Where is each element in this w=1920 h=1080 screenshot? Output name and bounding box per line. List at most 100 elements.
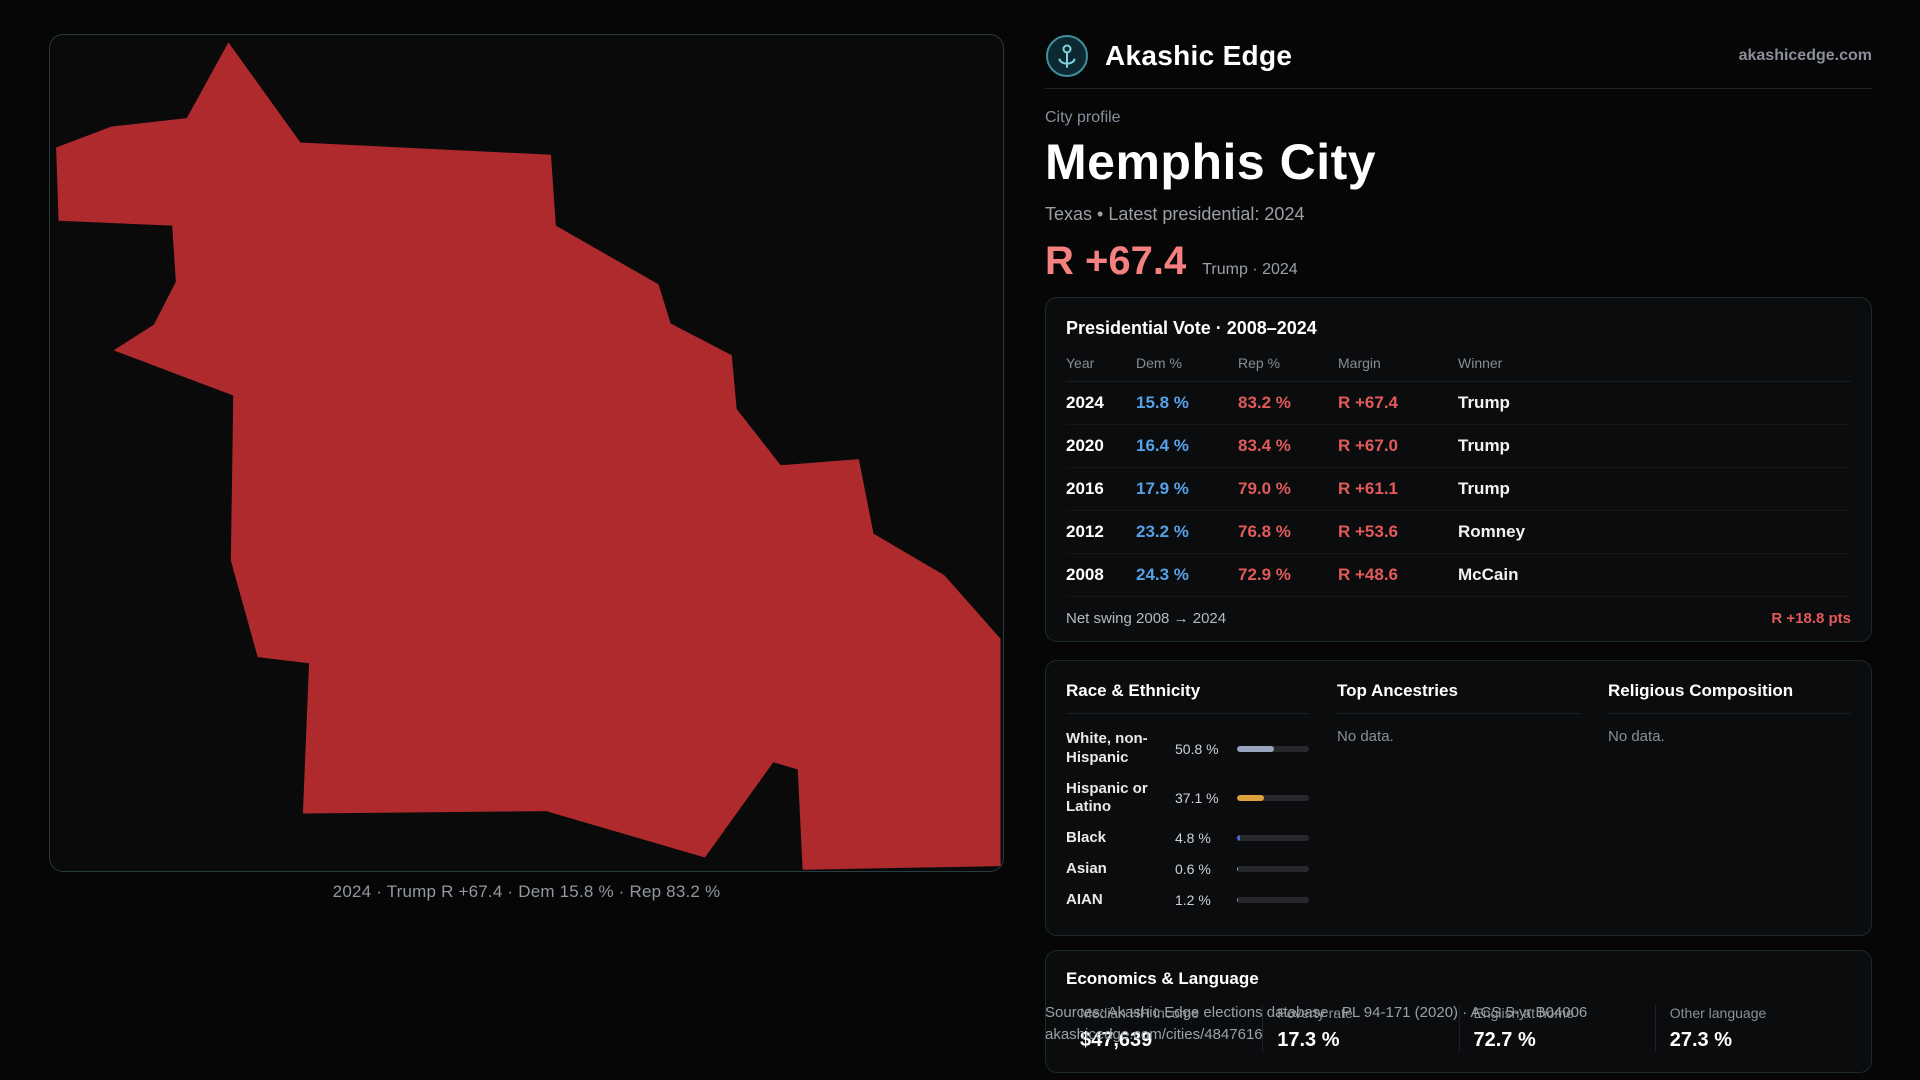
stat-value: 17.3 % [1277, 1029, 1340, 1052]
economics-stats: Median HH income $47,639 Poverty rate 17… [1066, 1005, 1851, 1053]
vote-table-row: 2016 17.9 % 79.0 % R +61.1 Trump [1066, 468, 1851, 511]
race-value: 1.2 % [1175, 891, 1211, 908]
page-title: Memphis City [1045, 134, 1377, 190]
race-label: Black [1066, 829, 1107, 846]
net-swing-value: R +18.8 pts [1771, 610, 1851, 627]
vote-year: 2012 [1066, 522, 1104, 541]
vote-margin: R +67.4 [1338, 393, 1399, 412]
vote-table-row: 2012 23.2 % 76.8 % R +53.6 Romney [1066, 511, 1851, 554]
profile-panel: Akashic Edge akashicedge.com City profil… [1045, 0, 1872, 1074]
vote-margin: R +61.1 [1338, 479, 1399, 498]
brand-header: Akashic Edge akashicedge.com [1045, 0, 1872, 89]
presidential-vote-card: Presidential Vote · 2008–2024 Year Dem %… [1045, 297, 1872, 642]
race-label: White, non-Hispanic [1066, 730, 1148, 766]
col-margin: Margin [1338, 355, 1381, 371]
race-bar [1237, 835, 1309, 842]
vote-winner: Trump [1458, 479, 1510, 498]
race-value: 50.8 % [1175, 740, 1219, 757]
page-subtitle: Texas • Latest presidential: 2024 [1045, 204, 1305, 224]
vote-rep-pct: 76.8 % [1238, 522, 1291, 541]
headline-margin-block: R +67.4 Trump · 2024 [1045, 239, 1872, 283]
brand-domain-link[interactable]: akashicedge.com [1738, 47, 1872, 64]
vote-rep-pct: 83.4 % [1238, 436, 1291, 455]
col-rep: Rep % [1238, 355, 1281, 371]
vote-winner: Trump [1458, 393, 1510, 412]
race-row: White, non-Hispanic 50.8 % [1066, 724, 1309, 774]
vote-table-row: 2020 16.4 % 83.4 % R +67.0 Trump [1066, 425, 1851, 468]
vote-margin: R +48.6 [1338, 565, 1399, 584]
stat-value: 72.7 % [1473, 1029, 1536, 1052]
race-row: Black 4.8 % [1066, 823, 1309, 854]
vote-year: 2008 [1066, 565, 1104, 584]
vote-dem-pct: 23.2 % [1136, 522, 1189, 541]
page-kicker: City profile [1045, 109, 1121, 126]
vote-year: 2024 [1066, 393, 1104, 412]
col-year: Year [1066, 355, 1095, 371]
race-row: AIAN 1.2 % [1066, 885, 1309, 916]
vote-dem-pct: 24.3 % [1136, 565, 1189, 584]
col-dem: Dem % [1136, 355, 1182, 371]
race-ethnicity-column: Race & Ethnicity White, non-Hispanic 50.… [1066, 681, 1309, 915]
map-caption: 2024 · Trump R +67.4 · Dem 15.8 % · Rep … [332, 882, 721, 901]
stat-label: Other language [1669, 1005, 1767, 1022]
vote-table-row: 2024 15.8 % 83.2 % R +67.4 Trump [1066, 382, 1851, 425]
stat-value: 27.3 % [1669, 1029, 1733, 1052]
brand-name: Akashic Edge [1105, 40, 1293, 71]
race-value: 37.1 % [1175, 790, 1219, 807]
race-bar-fill [1237, 745, 1274, 752]
stat-label: English at home [1473, 1005, 1574, 1022]
stat-label: Poverty rate [1277, 1005, 1353, 1022]
city-map [56, 42, 1001, 870]
vote-table-header: Year Dem % Rep % Margin Winner [1066, 355, 1851, 382]
race-bar [1237, 896, 1309, 903]
vote-rep-pct: 72.9 % [1238, 565, 1291, 584]
top-ancestries-empty: No data. [1337, 728, 1394, 745]
vote-year: 2016 [1066, 479, 1104, 498]
col-winner: Winner [1458, 355, 1503, 371]
demographics-card: Race & Ethnicity White, non-Hispanic 50.… [1045, 660, 1872, 937]
city-boundary-shape [56, 42, 1001, 870]
race-bar-fill [1237, 795, 1264, 802]
sources-footer: Sources: Akashic Edge elections database… [1045, 1002, 1587, 1046]
stat-median-hh-income: Median HH income $47,639 [1066, 1005, 1262, 1052]
race-ethnicity-title: Race & Ethnicity [1066, 681, 1309, 714]
vote-rep-pct: 79.0 % [1238, 479, 1291, 498]
stat-value: $47,639 [1080, 1029, 1153, 1052]
vote-margin: R +53.6 [1338, 522, 1399, 541]
race-value: 4.8 % [1175, 830, 1211, 847]
vote-winner: Romney [1458, 522, 1526, 541]
race-bar [1237, 795, 1309, 802]
net-swing-row: Net swing 2008 → 2024 R +18.8 pts [1066, 597, 1851, 627]
vote-dem-pct: 16.4 % [1136, 436, 1189, 455]
race-bar [1237, 745, 1309, 752]
top-ancestries-column: Top Ancestries No data. [1337, 681, 1580, 915]
race-value: 0.6 % [1175, 861, 1211, 878]
vote-card-title: Presidential Vote · 2008–2024 [1066, 318, 1317, 338]
permalink[interactable]: akashicedge.com/cities/4847616 [1045, 1026, 1263, 1043]
headline-margin-note: Trump · 2024 [1202, 261, 1298, 278]
akashic-edge-logo-icon [1045, 34, 1089, 78]
religious-composition-empty: No data. [1608, 728, 1665, 745]
stat-other-language: Other language 27.3 % [1654, 1005, 1851, 1053]
vote-table-row: 2008 24.3 % 72.9 % R +48.6 McCain [1066, 554, 1851, 597]
sources-line: Sources: Akashic Edge elections database… [1045, 1004, 1588, 1021]
stat-english-at-home: English at home 72.7 % [1458, 1005, 1655, 1053]
race-label: Asian [1066, 859, 1107, 877]
city-map-panel [49, 34, 1004, 872]
economics-card: Economics & Language Median HH income $4… [1045, 950, 1872, 1074]
race-row: Asian 0.6 % [1066, 854, 1309, 885]
vote-dem-pct: 15.8 % [1136, 393, 1189, 412]
stat-poverty-rate: Poverty rate 17.3 % [1262, 1005, 1458, 1053]
race-row: Hispanic or Latino 37.1 % [1066, 774, 1309, 824]
vote-winner: McCain [1458, 565, 1519, 584]
net-swing-label: Net swing 2008 → 2024 [1066, 610, 1227, 627]
vote-dem-pct: 17.9 % [1136, 479, 1189, 498]
race-label: Hispanic or Latino [1066, 779, 1148, 816]
stat-label: Median HH income [1080, 1005, 1200, 1022]
religious-composition-title: Religious Composition [1608, 681, 1851, 714]
race-label: AIAN [1066, 890, 1103, 908]
vote-rep-pct: 83.2 % [1238, 393, 1291, 412]
race-bar-fill [1237, 835, 1241, 842]
race-bar-fill [1237, 896, 1238, 903]
vote-winner: Trump [1458, 436, 1510, 455]
